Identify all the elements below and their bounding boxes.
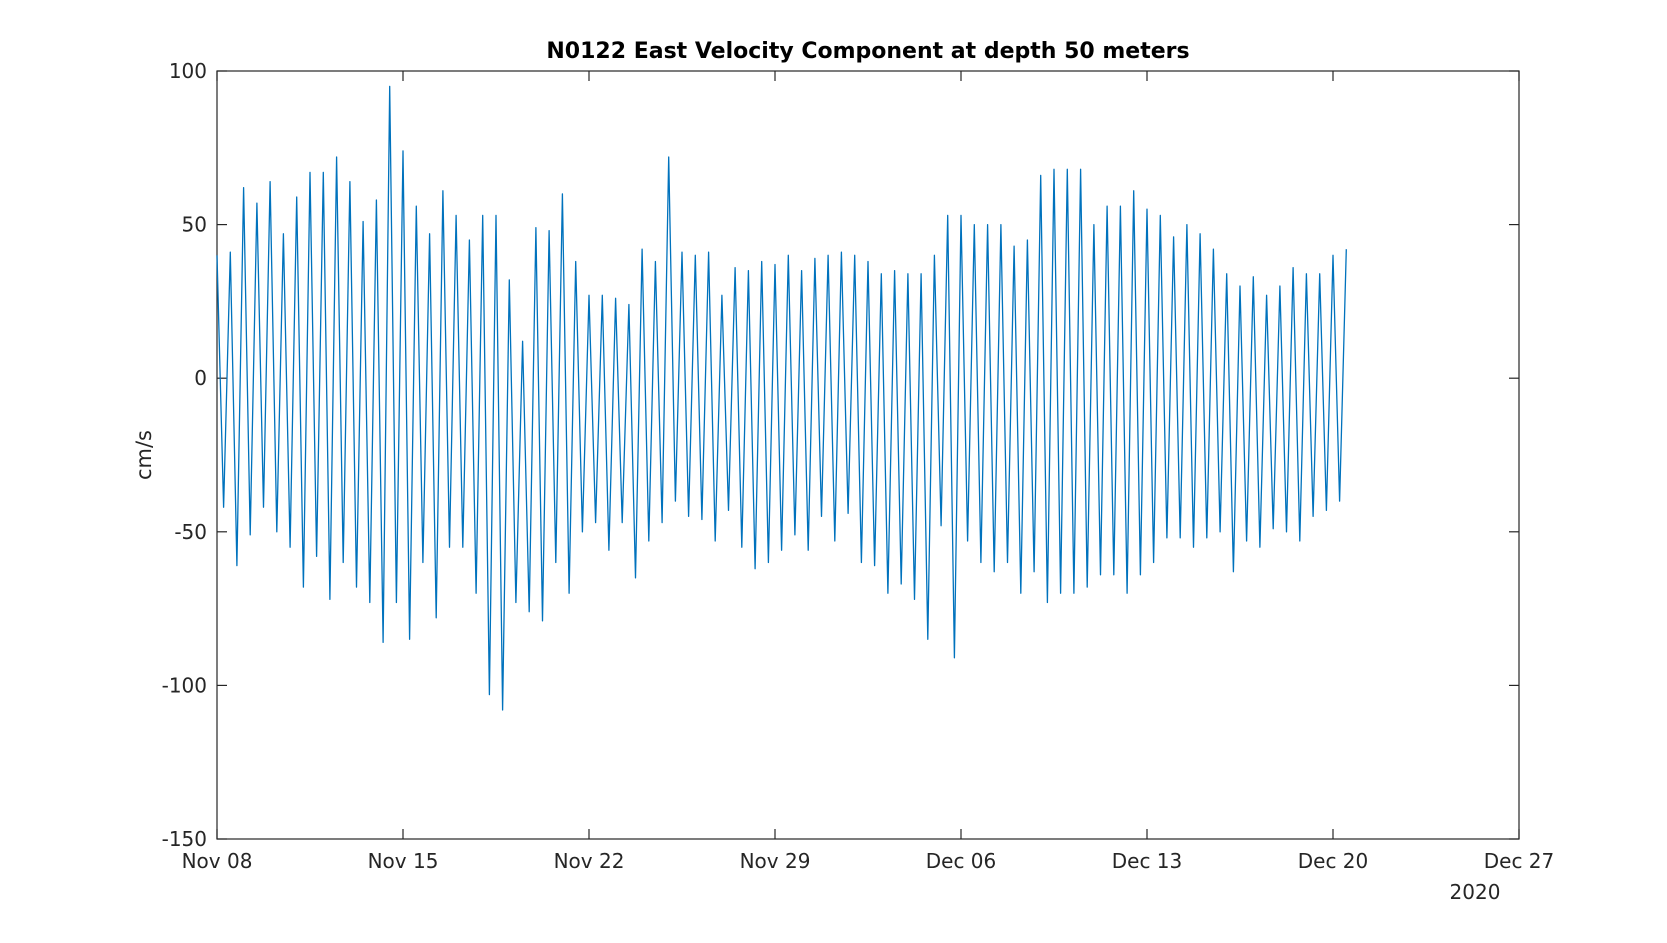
y-tick-label: -150	[162, 827, 207, 851]
chart-title: N0122 East Velocity Component at depth 5…	[546, 39, 1189, 64]
x-axis-year-label: 2020	[1450, 880, 1501, 904]
y-tick-label: 50	[182, 213, 207, 237]
x-tick-label: Nov 22	[554, 849, 625, 873]
y-axis: -150 -100 -50 0 50 100	[162, 59, 1519, 851]
x-tick-label: Dec 13	[1112, 849, 1183, 873]
y-tick-label: 100	[169, 59, 207, 83]
y-axis-label: cm/s	[132, 430, 156, 480]
x-tick-label: Nov 15	[368, 849, 439, 873]
x-tick-label: Nov 08	[182, 849, 253, 873]
y-tick-label: -100	[162, 673, 207, 697]
y-tick-label: 0	[194, 366, 207, 390]
x-tick-label: Dec 20	[1298, 849, 1369, 873]
data-series-line	[216, 85, 1347, 711]
x-tick-label: Nov 29	[740, 849, 811, 873]
x-tick-label: Dec 06	[926, 849, 997, 873]
x-axis: Nov 08 Nov 15 Nov 22 Nov 29 Dec 06 Dec 13 Dec …	[182, 71, 1555, 873]
y-tick-label: -50	[174, 520, 207, 544]
x-tick-label: Dec 27	[1484, 849, 1555, 873]
